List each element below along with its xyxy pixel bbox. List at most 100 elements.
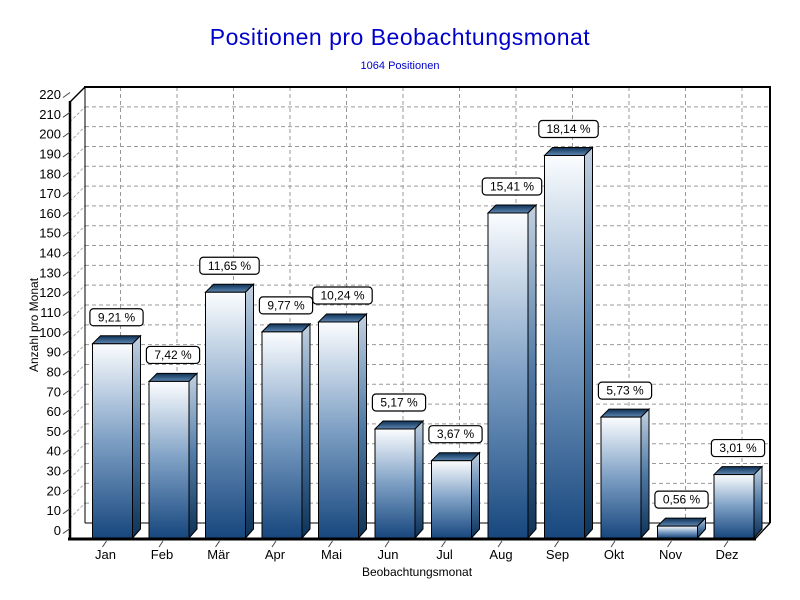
bar-front-face: [600, 416, 642, 539]
wall-tick-diagonal: [69, 265, 86, 281]
bar-sep: [543, 146, 594, 540]
value-label-box: [710, 438, 766, 458]
x-tick-mark: [328, 540, 333, 548]
value-label-text: 7,42 %: [154, 348, 192, 362]
value-label-box: [538, 119, 599, 139]
bar-side-face: [471, 451, 480, 540]
wall-tick-diagonal: [69, 364, 86, 380]
floor-right-edge: [754, 522, 771, 540]
value-label-box: [371, 393, 427, 412]
front-axes: [68, 101, 756, 541]
y-tick-mark: [62, 92, 71, 98]
bar-value-label-okt: 5,73 %: [597, 381, 653, 400]
bar-side-face: [188, 372, 198, 540]
gridlines: [85, 87, 770, 523]
bar-front-face: [92, 343, 133, 539]
bar-mai: [317, 312, 368, 540]
y-tick-label: 180: [39, 166, 61, 181]
wall-tick-diagonal: [69, 126, 86, 142]
x-axis-title: Beobachtungsmonat: [362, 565, 473, 579]
y-tick-mark: [62, 310, 71, 316]
x-tick-label: Dez: [715, 547, 738, 562]
bar-jan: [91, 334, 142, 540]
value-label-box: [312, 286, 373, 305]
y-tick-mark: [62, 270, 71, 277]
wall-tick-diagonal: [69, 245, 86, 261]
value-label-text: 9,77 %: [267, 298, 305, 312]
bar-front-face: [431, 460, 472, 539]
wall-tick-diagonal: [69, 146, 86, 162]
value-label-text: 9,21 %: [98, 310, 136, 324]
x-tick-mark: [384, 540, 390, 548]
y-tick-mark: [62, 488, 71, 495]
y-tick-label: 90: [47, 345, 61, 360]
wall-tick-diagonal: [69, 423, 86, 440]
bar-value-label-feb: 7,42 %: [145, 345, 201, 365]
x-tick-label: Feb: [151, 547, 173, 562]
value-label-box: [654, 490, 709, 509]
y-axis-ticks: 0 10 20 30 40 50 60 70 80 90 100 110 120 130 140 150 160…: [39, 87, 71, 538]
bar-front-face: [261, 331, 303, 539]
y-tick-mark: [62, 131, 71, 138]
bar-side-face: [527, 203, 537, 540]
y-tick-label: 50: [47, 424, 61, 439]
bar-value-label-sep: 18,14 %: [538, 119, 599, 139]
y-tick-label: 40: [47, 444, 61, 459]
wall-tick-diagonal: [69, 443, 86, 460]
bar-okt: [599, 407, 651, 540]
value-label-text: 11,65 %: [208, 259, 251, 273]
bar-front-face: [148, 380, 190, 539]
bar-value-labels: 9,21 % 7,42 % 11,65 % 9,77 % 10,24 % 5,17 % 3,…: [89, 119, 766, 509]
bar-side-face: [245, 283, 254, 540]
bar-front-face: [487, 212, 529, 539]
value-label-box: [145, 345, 201, 365]
y-tick-label: 70: [47, 384, 61, 399]
y-tick-mark: [62, 211, 71, 217]
value-label-box: [428, 425, 483, 444]
x-tick-label: Nov: [659, 547, 683, 562]
y-tick-label: 200: [39, 127, 61, 142]
bar-side-face: [753, 465, 763, 540]
bar-dez: [712, 465, 764, 540]
y-tick-mark: [62, 349, 71, 356]
bar-front-face: [318, 321, 359, 539]
bar-jun: [373, 419, 425, 540]
bar-side-face: [640, 407, 650, 540]
y-tick-mark: [62, 111, 71, 118]
wall-tick-diagonal: [69, 403, 86, 420]
y-tick-mark: [62, 290, 71, 297]
x-tick-label: Mär: [207, 547, 230, 562]
x-tick-mark: [497, 540, 503, 548]
y-tick-label: 130: [39, 265, 61, 280]
y-tick-mark: [62, 151, 71, 158]
bar-jul: [430, 451, 481, 540]
x-tick-mark: [271, 540, 277, 548]
y-tick-mark: [62, 389, 71, 396]
y-tick-mark: [62, 329, 71, 336]
y-tick-label: 80: [47, 364, 61, 379]
y-tick-mark: [62, 409, 71, 415]
bar-value-label-apr: 9,77 %: [258, 296, 314, 315]
value-label-box: [199, 256, 260, 275]
x-tick-mark: [554, 540, 559, 548]
y-tick-label: 110: [40, 305, 61, 320]
y-tick-label: 140: [39, 246, 61, 261]
x-tick-label: Jan: [95, 547, 116, 562]
x-tick-mark: [158, 540, 164, 548]
y-tick-label: 170: [39, 186, 61, 201]
x-tick-label: Mai: [321, 547, 342, 562]
bar-value-label-jul: 3,67 %: [428, 425, 483, 444]
bar-front-face: [544, 155, 585, 539]
x-tick-label: Apr: [265, 547, 286, 562]
y-tick-mark: [62, 468, 71, 475]
bar-series: [91, 146, 764, 540]
x-tick-label: Aug: [489, 547, 512, 562]
y-axis-title: Anzahl pro Monat: [27, 277, 41, 372]
x-tick-mark: [667, 540, 672, 548]
bar-value-label-jan: 9,21 %: [89, 308, 144, 327]
bar-value-label-mai: 10,24 %: [312, 286, 373, 305]
y-tick-label: 120: [39, 285, 61, 300]
plot-border: [84, 86, 771, 523]
y-tick-label: 20: [47, 483, 61, 498]
wall-tick-diagonal: [69, 344, 86, 360]
